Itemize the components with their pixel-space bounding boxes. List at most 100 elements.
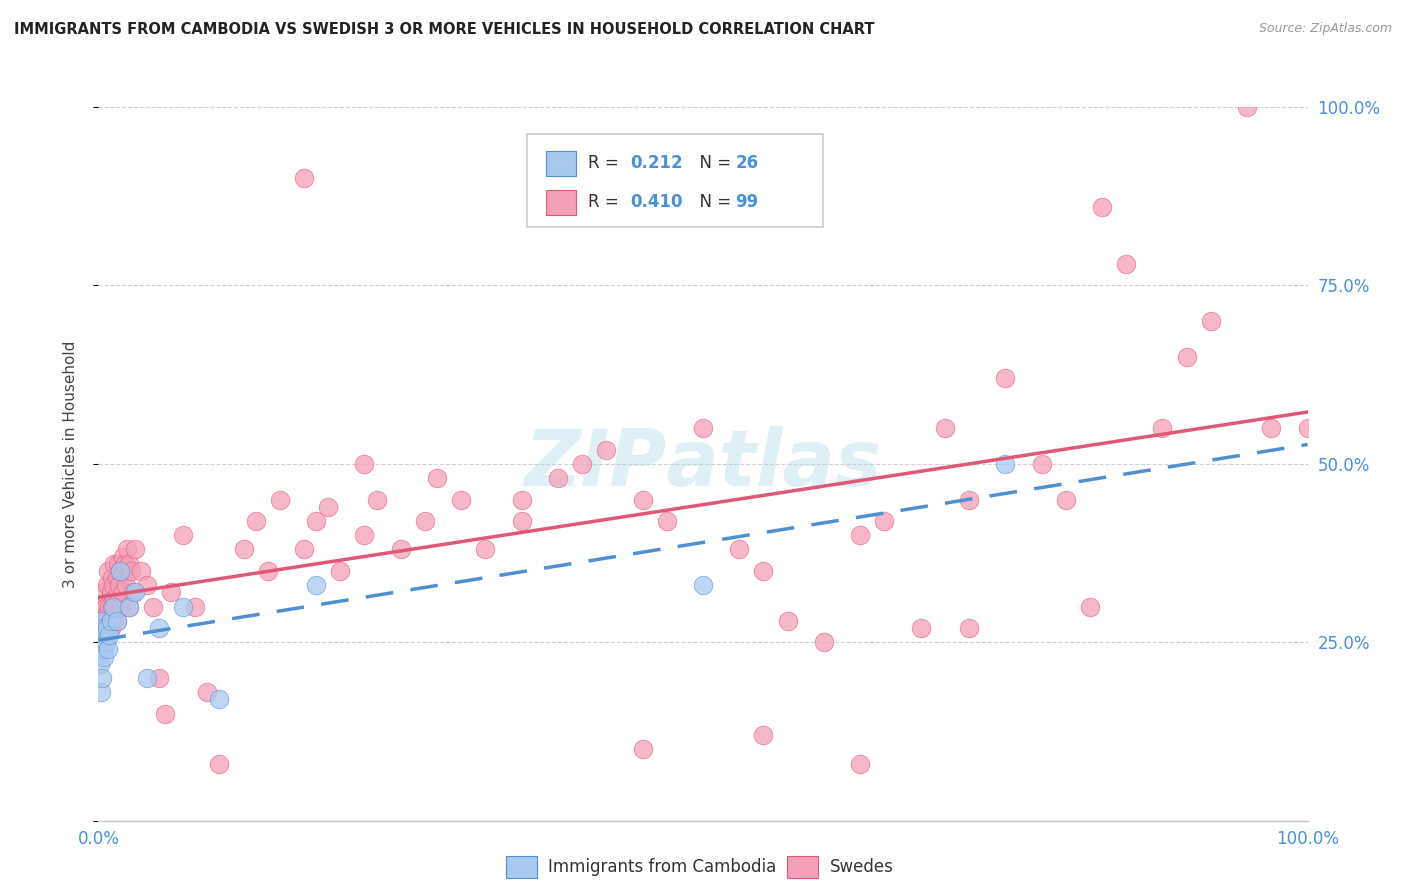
Point (148, 621, 170, 635)
Point (105, 614, 128, 628)
Point (849, 528, 872, 542)
Point (873, 514, 896, 528)
Point (1236, 100, 1258, 114)
Point (208, 692, 231, 706)
Point (91, 642, 114, 657)
Point (114, 557, 136, 571)
Point (195, 685, 218, 699)
Point (103, 592, 125, 607)
Point (934, 421, 956, 435)
Point (172, 599, 194, 614)
Point (107, 557, 129, 571)
Point (994, 371, 1017, 385)
Point (1199, 314, 1222, 328)
Point (631, 742, 654, 756)
Point (100, 585, 122, 599)
Point (101, 614, 124, 628)
Point (752, 564, 775, 578)
Point (117, 542, 139, 557)
Point (172, 528, 194, 542)
Point (91, 614, 114, 628)
Point (135, 578, 157, 592)
Point (631, 492, 654, 507)
Point (849, 756, 872, 771)
Point (93, 628, 115, 642)
Point (1031, 457, 1053, 471)
Point (122, 585, 145, 599)
Point (110, 599, 132, 614)
Point (474, 542, 496, 557)
Point (1115, 257, 1137, 271)
Point (124, 585, 146, 599)
Point (776, 614, 799, 628)
Point (94, 635, 117, 649)
Point (413, 514, 436, 528)
Point (292, 171, 315, 186)
Point (90, 685, 112, 699)
Text: 0.212: 0.212 (630, 154, 682, 172)
Point (97, 564, 120, 578)
Point (426, 471, 449, 485)
Point (93, 649, 115, 664)
Point (97, 614, 120, 628)
Point (111, 549, 134, 564)
Point (184, 599, 207, 614)
Point (89, 621, 111, 635)
Point (256, 564, 278, 578)
Point (305, 514, 328, 528)
Point (118, 557, 141, 571)
Point (105, 571, 128, 585)
Point (510, 514, 533, 528)
Point (98, 599, 121, 614)
Point (100, 599, 122, 614)
Point (108, 578, 131, 592)
Point (107, 585, 129, 599)
Point (728, 542, 751, 557)
Point (120, 564, 142, 578)
Text: 99: 99 (735, 194, 759, 211)
Text: 26: 26 (735, 154, 758, 172)
Y-axis label: 3 or more Vehicles in Household: 3 or more Vehicles in Household (63, 340, 77, 588)
Point (124, 542, 146, 557)
Point (1152, 421, 1174, 435)
Point (353, 528, 375, 542)
Point (93, 585, 115, 599)
Point (103, 557, 125, 571)
Point (1175, 350, 1198, 364)
Point (366, 492, 388, 507)
Text: Swedes: Swedes (830, 858, 893, 876)
Point (910, 621, 932, 635)
Point (96, 621, 118, 635)
Point (450, 492, 472, 507)
Point (100, 571, 122, 585)
Point (96, 607, 118, 621)
Point (91, 599, 114, 614)
Point (232, 542, 254, 557)
Point (108, 564, 131, 578)
Point (111, 585, 134, 599)
Text: 0.410: 0.410 (630, 194, 682, 211)
Point (1054, 492, 1077, 507)
Point (1091, 200, 1114, 214)
Point (245, 514, 267, 528)
Point (269, 492, 291, 507)
Point (97, 642, 120, 657)
Point (100, 621, 122, 635)
Point (118, 599, 141, 614)
Point (692, 421, 714, 435)
Point (96, 578, 118, 592)
Point (93, 614, 115, 628)
Point (1260, 421, 1282, 435)
Point (142, 599, 165, 614)
Text: R =: R = (588, 154, 624, 172)
Text: Source: ZipAtlas.com: Source: ZipAtlas.com (1258, 22, 1392, 36)
Point (101, 578, 124, 592)
Text: N =: N = (689, 194, 737, 211)
Point (316, 500, 339, 514)
Text: ZIP​atlas: ZIP​atlas (524, 425, 882, 502)
Text: IMMIGRANTS FROM CAMBODIA VS SWEDISH 3 OR MORE VEHICLES IN HOUSEHOLD CORRELATION : IMMIGRANTS FROM CAMBODIA VS SWEDISH 3 OR… (14, 22, 875, 37)
Text: Immigrants from Cambodia: Immigrants from Cambodia (548, 858, 776, 876)
Point (153, 706, 176, 721)
Point (994, 457, 1017, 471)
Point (655, 514, 678, 528)
